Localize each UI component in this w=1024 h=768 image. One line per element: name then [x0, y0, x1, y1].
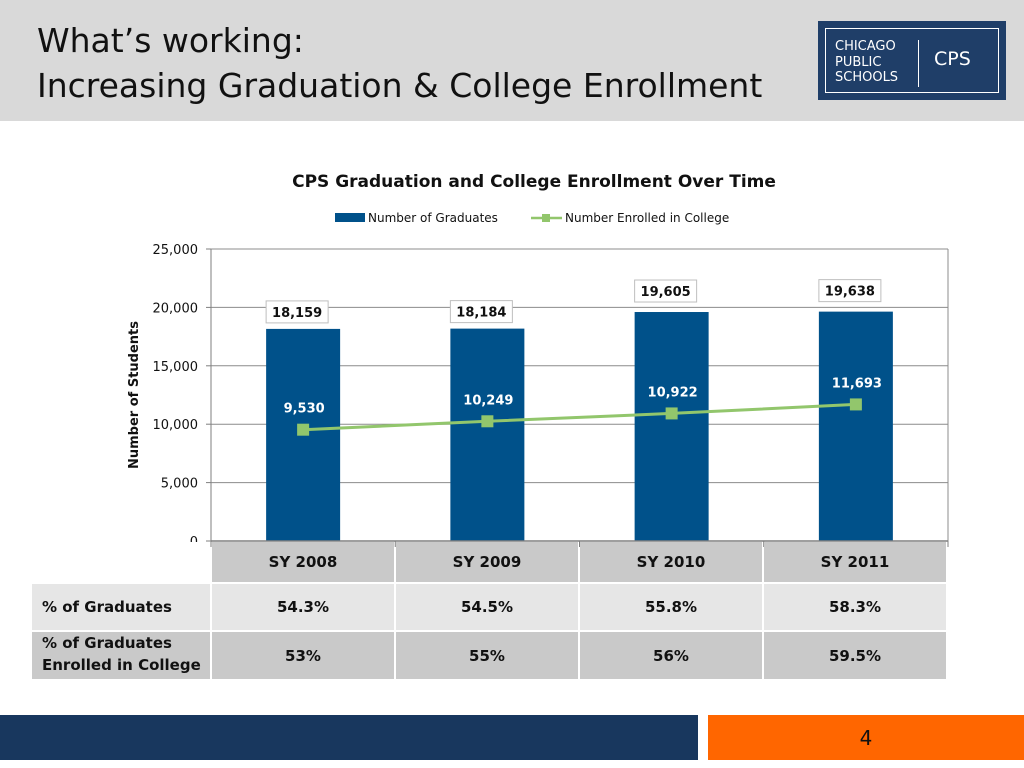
- slide-title: What’s working: Increasing Graduation & …: [37, 18, 762, 108]
- bar-graduates: [450, 328, 525, 541]
- line-marker: [297, 423, 310, 436]
- table-header-sy-2008: SY 2008: [212, 542, 394, 582]
- logo-wordmark: CHICAGO PUBLIC SCHOOLS: [835, 39, 898, 86]
- line-marker: [849, 398, 862, 411]
- bar-data-label-box: [449, 300, 513, 324]
- y-axis-label: Number of Students: [127, 321, 142, 469]
- table-cell-pct-graduates-2011: 58.3%: [764, 584, 946, 630]
- bar-data-label: 18,159: [272, 306, 322, 321]
- page-number: 4: [708, 715, 1024, 760]
- line-enrolled: [303, 402, 856, 432]
- bar-data-label-box: [818, 279, 882, 303]
- cps-logo: CHICAGO PUBLIC SCHOOLS CPS: [818, 21, 1006, 100]
- y-tick-label: 20,000: [153, 301, 199, 316]
- logo-frame: CHICAGO PUBLIC SCHOOLS CPS: [825, 28, 999, 93]
- enrollment-chart: CPS Graduation and College Enrollment Ov…: [127, 172, 949, 550]
- y-tick-label: 15,000: [153, 360, 199, 375]
- header-band: What’s working: Increasing Graduation & …: [0, 0, 1024, 121]
- legend-marker-swatch: [542, 214, 550, 222]
- line-data-label: 10,249: [463, 393, 513, 408]
- table-header-spacer: [32, 542, 210, 582]
- row-label-line-2: Enrolled in College: [42, 656, 201, 674]
- table-cell-pct-graduates-2008: 54.3%: [212, 584, 394, 630]
- bar-data-label: 18,184: [456, 306, 506, 321]
- logo-line-1: CHICAGO: [835, 39, 896, 54]
- footer-bar: [0, 715, 698, 760]
- y-tick-label: 25,000: [153, 243, 199, 258]
- chart-title: CPS Graduation and College Enrollment Ov…: [292, 172, 776, 192]
- table-cell-pct-graduates-2010: 55.8%: [580, 584, 762, 630]
- y-tick-label: 10,000: [153, 418, 199, 433]
- table-row-label-pct-enrolled: % of Graduates Enrolled in College: [32, 632, 210, 679]
- legend-label-graduates: Number of Graduates: [368, 211, 498, 225]
- row-label-line-1: % of Graduates: [42, 634, 172, 652]
- legend-bar-swatch: [335, 213, 365, 222]
- bar-graduates: [634, 312, 709, 541]
- table-cell-pct-enrolled-2010: 56%: [580, 632, 762, 679]
- logo-abbreviation: CPS: [934, 48, 971, 70]
- table-cell-pct-graduates-2009: 54.5%: [396, 584, 578, 630]
- bar-data-label: 19,638: [825, 285, 875, 300]
- legend-label-enrolled: Number Enrolled in College: [565, 211, 729, 225]
- logo-line-3: SCHOOLS: [835, 70, 899, 85]
- line-data-label: 11,693: [832, 376, 882, 391]
- table-cell-pct-enrolled-2009: 55%: [396, 632, 578, 679]
- table-cell-pct-enrolled-2011: 59.5%: [764, 632, 946, 679]
- table-header-sy-2011: SY 2011: [764, 542, 946, 582]
- table-row-label-pct-graduates: % of Graduates: [32, 584, 210, 630]
- bar-data-label-box: [265, 300, 329, 324]
- slide-title-line-2: Increasing Graduation & College Enrollme…: [37, 66, 763, 105]
- bar-data-label: 19,605: [641, 285, 691, 300]
- line-marker: [481, 415, 494, 428]
- bar-data-label-box: [634, 279, 698, 303]
- logo-divider: [918, 40, 919, 87]
- table-header-sy-2010: SY 2010: [580, 542, 762, 582]
- logo-line-2: PUBLIC: [835, 54, 882, 70]
- slide-title-line-1: What’s working:: [37, 21, 304, 60]
- table-cell-pct-enrolled-2008: 53%: [212, 632, 394, 679]
- table-header-sy-2009: SY 2009: [396, 542, 578, 582]
- line-data-label: 10,922: [648, 385, 698, 400]
- line-marker: [665, 407, 678, 420]
- line-data-label: 9,530: [284, 402, 325, 417]
- bar-graduates: [818, 311, 893, 541]
- y-tick-label: 5,000: [161, 477, 198, 492]
